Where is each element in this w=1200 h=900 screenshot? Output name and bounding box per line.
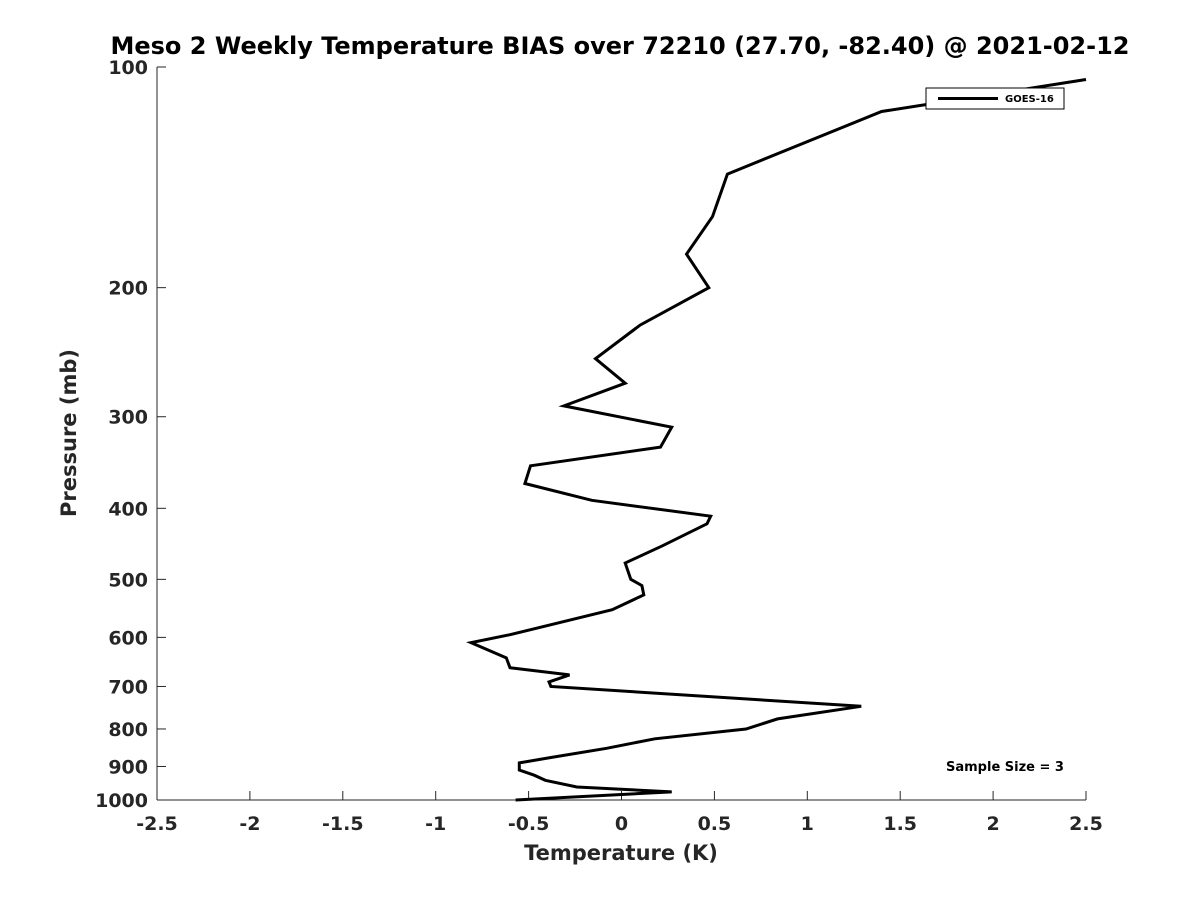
x-tick-label: -0.5 [508, 813, 550, 835]
x-tick-label: 2 [986, 813, 999, 835]
chart-title: Meso 2 Weekly Temperature BIAS over 7221… [110, 32, 1129, 60]
x-axis-label: Temperature (K) [524, 841, 718, 865]
series-line-goes-16 [466, 78, 1087, 802]
y-tick-label: 1000 [95, 790, 148, 812]
y-tick-label: 400 [108, 498, 148, 520]
y-tick-label: 300 [108, 407, 148, 429]
y-tick-label: 600 [108, 627, 148, 649]
y-tick-label: 100 [108, 57, 148, 79]
legend-label-goes-16: GOES-16 [1005, 94, 1054, 105]
y-tick-label: 700 [108, 676, 148, 698]
x-tick-label: -2.5 [136, 813, 178, 835]
y-axis-ticks: 100 200 300 400 500 600 700 800 900 1000 [95, 57, 166, 812]
y-tick-label: 900 [108, 756, 148, 778]
y-axis-label: Pressure (mb) [57, 349, 81, 517]
y-tick-label: 200 [108, 278, 148, 300]
x-axis-ticks: -2.5 -2 -1.5 -1 -0.5 0 0.5 1 1.5 2 2.5 [136, 791, 1103, 835]
x-tick-label: 0 [615, 813, 628, 835]
x-tick-label: 1.5 [883, 813, 917, 835]
sample-size-annotation: Sample Size = 3 [946, 760, 1064, 775]
y-tick-label: 800 [108, 719, 148, 741]
legend: GOES-16 [925, 87, 1065, 110]
x-tick-label: 0.5 [698, 813, 732, 835]
y-tick-label: 500 [108, 569, 148, 591]
x-tick-label: -2 [239, 813, 260, 835]
x-tick-label: -1 [425, 813, 446, 835]
series-layer [466, 78, 1087, 802]
x-tick-label: 2.5 [1069, 813, 1103, 835]
x-tick-label: 1 [801, 813, 814, 835]
x-tick-label: -1.5 [322, 813, 364, 835]
